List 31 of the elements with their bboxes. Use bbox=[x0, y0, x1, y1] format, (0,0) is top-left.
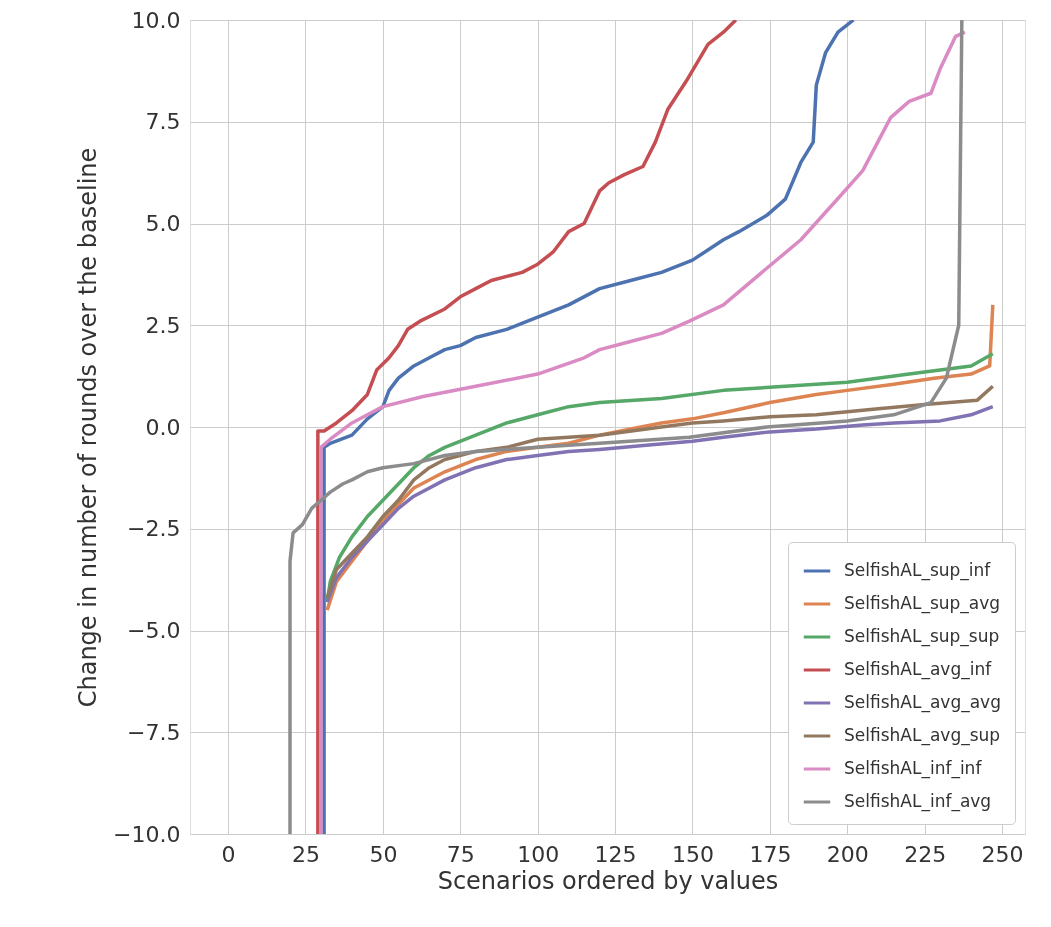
legend-label: SelfishAL_inf_avg bbox=[844, 791, 992, 812]
line-series bbox=[316, 20, 738, 834]
x-tick-label: 250 bbox=[981, 841, 1024, 867]
x-tick-label: 25 bbox=[291, 841, 320, 867]
y-tick-label: −5.0 bbox=[127, 618, 181, 643]
y-tick-label: 2.5 bbox=[145, 312, 181, 338]
x-tick-label: 150 bbox=[671, 841, 714, 867]
x-tick-label: 100 bbox=[517, 841, 560, 867]
y-tick-label: 7.5 bbox=[145, 109, 181, 135]
y-tick-label: 0.0 bbox=[145, 414, 181, 440]
x-axis-title: Scenarios ordered by values bbox=[437, 866, 779, 895]
x-tick-label: 0 bbox=[221, 841, 236, 867]
x-tick-label: 175 bbox=[749, 841, 792, 867]
x-tick-label: 200 bbox=[826, 841, 869, 867]
legend-label: SelfishAL_sup_sup bbox=[844, 626, 1000, 647]
x-tick-label: 50 bbox=[369, 841, 398, 867]
y-axis-title: Change in number of rounds over the baseline bbox=[74, 147, 103, 708]
legend-label: SelfishAL_avg_avg bbox=[844, 692, 1001, 713]
y-tick-label: 5.0 bbox=[145, 211, 181, 236]
y-tick-label: −10.0 bbox=[113, 821, 181, 847]
legend-label: SelfishAL_avg_sup bbox=[844, 725, 1001, 746]
y-tick-label: 10.0 bbox=[131, 7, 181, 33]
x-tick-label: 75 bbox=[446, 841, 475, 867]
legend-label: SelfishAL_avg_inf bbox=[844, 659, 993, 680]
x-tick-label: 225 bbox=[904, 841, 947, 867]
legend-label: SelfishAL_inf_inf bbox=[844, 758, 983, 779]
x-tick-label: 125 bbox=[594, 841, 637, 867]
legend-label: SelfishAL_sup_inf bbox=[844, 560, 992, 581]
y-tick-label: −2.5 bbox=[127, 516, 181, 542]
y-tick-label: −7.5 bbox=[127, 719, 181, 745]
legend-label: SelfishAL_sup_avg bbox=[844, 593, 1001, 614]
